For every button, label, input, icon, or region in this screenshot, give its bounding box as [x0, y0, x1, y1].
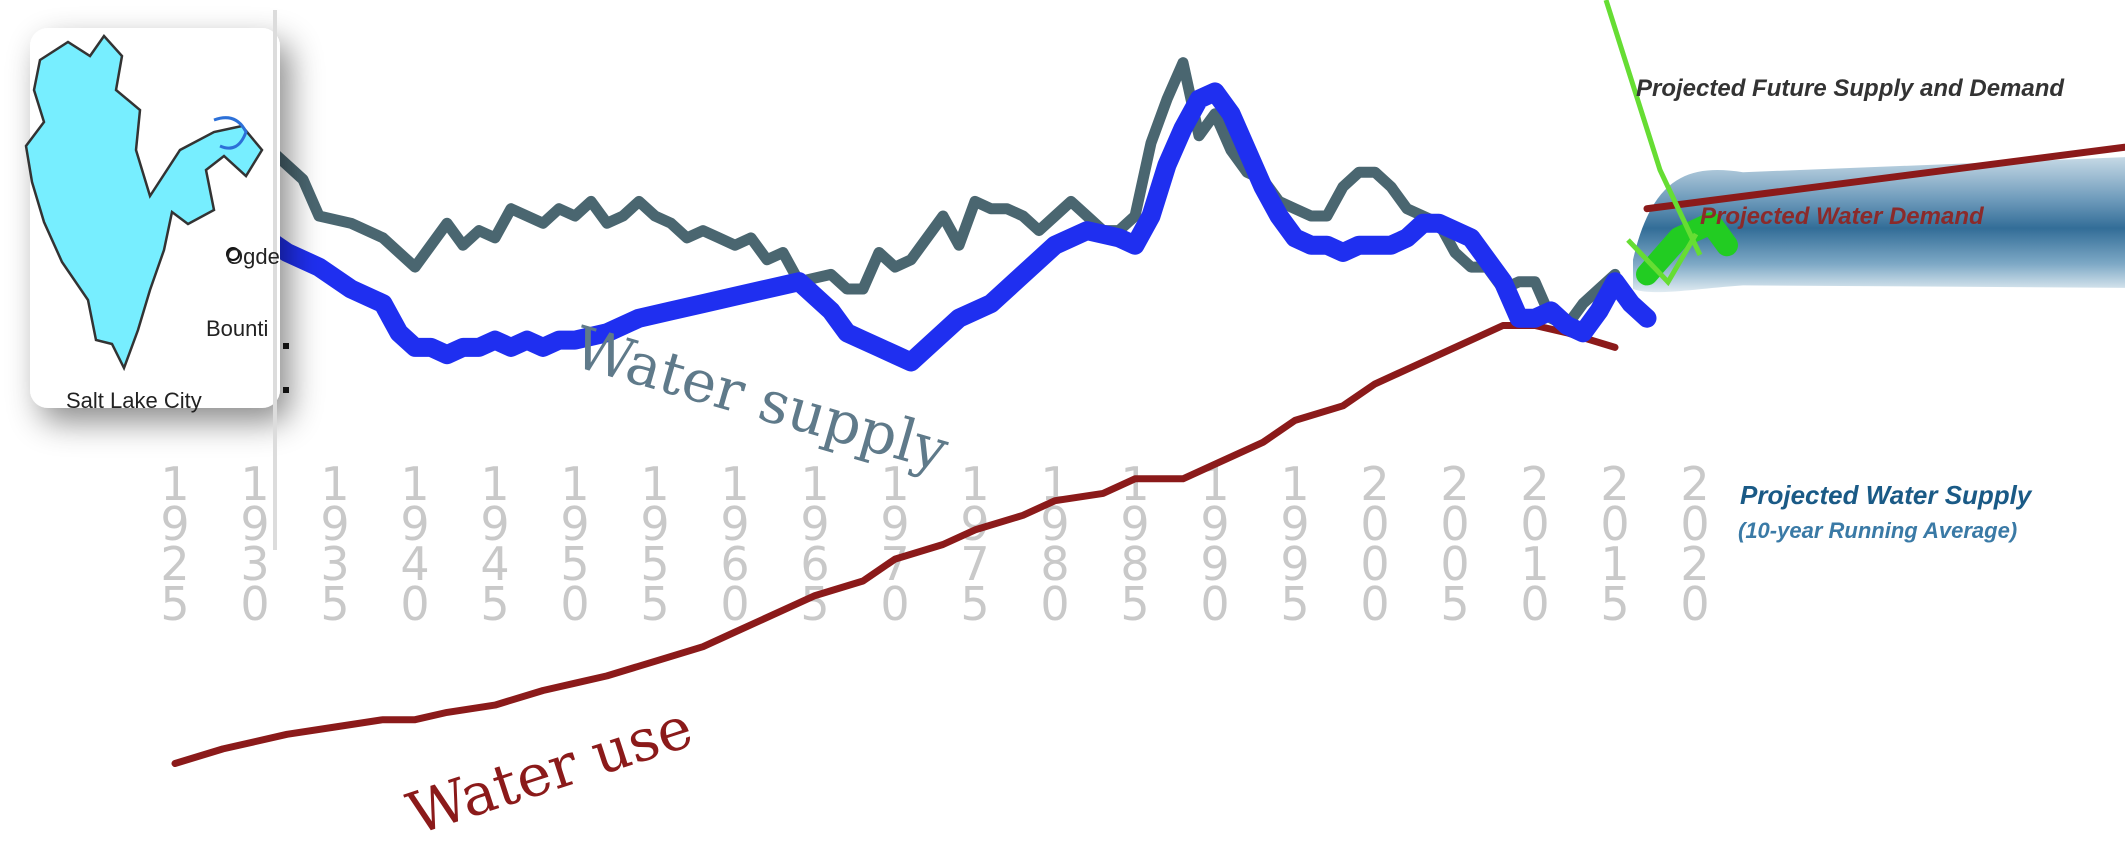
projected-demand-line	[1643, 143, 2125, 213]
projected-demand-label: Projected Water Demand	[1700, 203, 1985, 230]
projected-supply-band	[1633, 157, 2125, 293]
map-label-salt-lake-city: Salt Lake City	[66, 388, 202, 413]
river-inlet	[213, 116, 248, 150]
projected-supply-sublabel: (10-year Running Average)	[1738, 518, 2017, 543]
city-marker-bountiful	[283, 343, 289, 349]
projected-future-arrow	[1603, 0, 1703, 257]
projection-layer	[1633, 143, 2125, 293]
x-axis-ticks: 1 9 2 5 1 9 3 0 1 9 3 5 1 9 4 0 1 9 4 5 1 9 5 0 1 9 5 5 1 9 6 0 1 9 6 5 1 9 7 0…	[160, 457, 1709, 631]
projected-future-label: Projected Future Supply and Demand	[1636, 75, 2065, 102]
city-marker-ogden	[226, 247, 240, 261]
water-use-line	[171, 322, 1619, 767]
water-supply-label: Water supply	[566, 313, 956, 485]
great-salt-lake-map: Ogde Bounti Salt Lake City	[24, 10, 289, 550]
annual-supply-line	[169, 57, 1621, 331]
map-label-bountiful: Bounti	[206, 316, 268, 341]
projected-future-arrowhead	[1626, 232, 1699, 287]
map-divider	[273, 10, 277, 550]
projected-supply-label: Projected Water Supply	[1740, 480, 2033, 510]
projected-supply-marker	[1636, 212, 1738, 286]
series-layer	[169, 57, 1657, 767]
running-average-line	[245, 82, 1657, 372]
lake-shape	[24, 33, 264, 372]
map-label-ogden: Ogde	[226, 244, 280, 269]
city-marker-slc	[283, 387, 289, 393]
